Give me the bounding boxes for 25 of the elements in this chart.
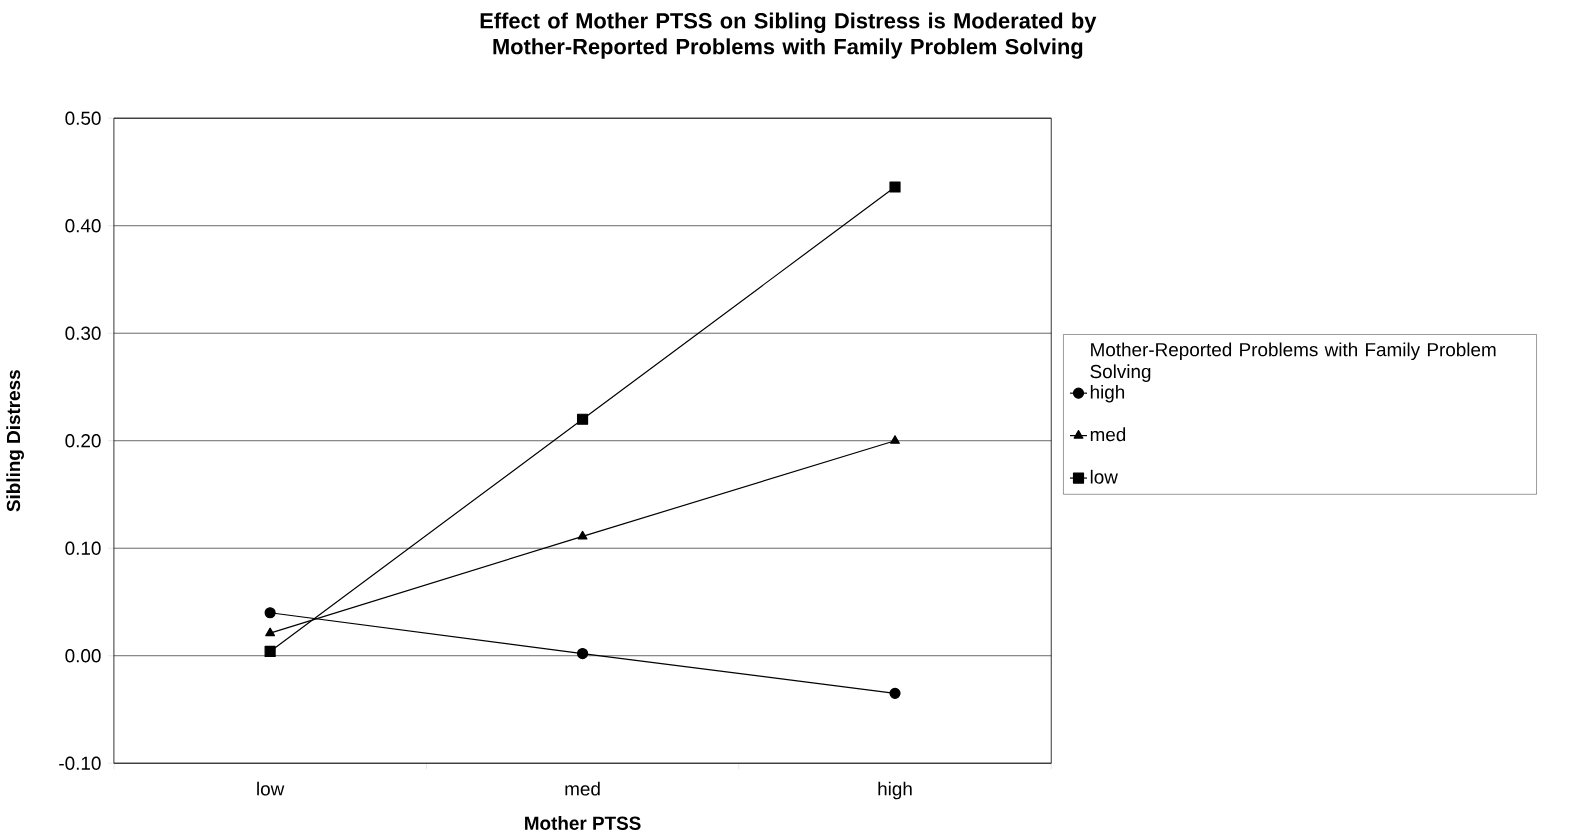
y-tick-label: -0.10 (59, 756, 101, 770)
point (264, 645, 276, 657)
point (576, 413, 589, 425)
point (264, 607, 276, 619)
y-tick-label: 0.10 (65, 541, 101, 555)
point (889, 687, 901, 699)
x-tick-label: med (565, 781, 600, 796)
x-tick-label: high (878, 781, 912, 800)
y-axis-title: Sibling Distress (6, 370, 24, 512)
y-tick-label: 0.40 (65, 219, 101, 233)
y-tick-label: 0.20 (65, 434, 101, 448)
point (889, 181, 901, 193)
legend-label: low (1090, 469, 1118, 484)
point (265, 627, 276, 637)
point (577, 530, 588, 540)
y-tick-label: 0.00 (65, 649, 101, 663)
point (890, 435, 900, 444)
legend-label: high (1090, 384, 1125, 403)
y-tick-label: 0.50 (65, 111, 101, 125)
chart-title: Effect of Mother PTSS on Sibling Distress is Moderated by Mother-Reported Problems with Family Problem Solving (480, 12, 1097, 59)
point (576, 647, 589, 660)
legend-label: med (1090, 427, 1126, 442)
y-tick-label: 0.30 (65, 326, 101, 340)
x-tick-label: low (257, 781, 285, 796)
x-axis-title: Mother PTSS (525, 816, 641, 830)
